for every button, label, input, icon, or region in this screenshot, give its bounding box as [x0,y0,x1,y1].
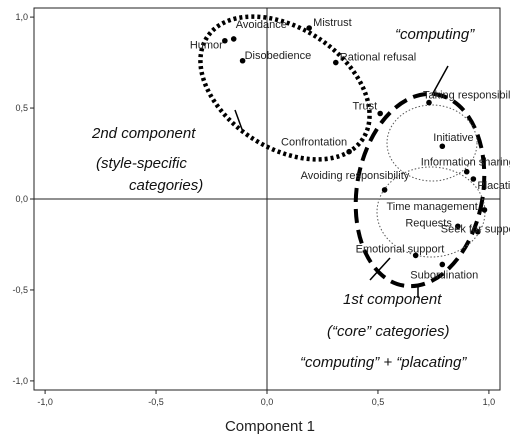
point-label: Avoidance [236,19,287,31]
point-label: Requests [405,217,452,229]
core-categories-ellipse [353,91,487,289]
first-component-pointer-line [369,257,391,281]
x-tick-label: 0,0 [261,397,274,407]
annotation-1st-component: 1st component [343,291,442,308]
point-label: Disobedience [245,50,312,62]
point-label: Time management [386,201,477,213]
x-tick-label: 0,5 [372,397,385,407]
data-point [377,110,383,117]
data-point [230,36,237,42]
data-point [455,223,461,230]
data-point [222,37,228,44]
data-point [412,252,419,259]
annotation-computing-placating: “computing” + “placating” [300,354,467,371]
y-tick-label: 1,0 [15,12,28,22]
point-label: Subordination [410,269,478,281]
y-tick-label: -0,5 [12,285,28,295]
data-point [381,187,388,193]
data-point [439,143,446,150]
point-label: Initiative [433,132,473,144]
annotation-2nd-component: 2nd component [91,125,196,142]
point-label: Avoiding responsibility [301,170,410,182]
x-tick-label: -0,5 [148,397,164,407]
point-label: Mistrust [313,17,352,29]
point-label: Trust [353,101,378,113]
data-point [346,148,352,155]
computing-pointer-line [431,65,449,96]
computing-inner-ellipse [386,104,478,182]
data-point [239,57,246,64]
second-component-pointer-line [234,109,244,133]
point-label: Taking responsibility [423,90,510,102]
point-label: Humor [190,40,223,52]
data-point [426,99,432,106]
annotation-style-specific: (style-specific [96,155,187,172]
x-tick-label: -1,0 [37,397,53,407]
annotation-computing: “computing” [395,26,475,43]
point-label: Placating [477,180,510,192]
point-label: Seek for support [441,224,510,236]
point-label: Information sharing [421,157,510,169]
data-point [332,59,339,66]
point-label: Emotional support [356,243,445,255]
y-tick-label: -1,0 [12,376,28,386]
point-label: Rational refusal [340,52,416,64]
x-axis-title: Component 1 [225,418,315,435]
data-point [475,228,481,235]
data-point [439,261,446,268]
data-point [481,207,488,213]
data-point [470,176,477,182]
annotation-categories: categories) [129,177,203,194]
y-tick-label: 0,5 [15,103,28,113]
annotation-core-categories: (“core” categories) [327,323,450,340]
data-point [306,25,312,31]
y-tick-label: 0,0 [15,194,28,204]
point-label: Confrontation [281,137,347,149]
data-point [463,168,470,175]
x-tick-label: 1,0 [483,397,496,407]
